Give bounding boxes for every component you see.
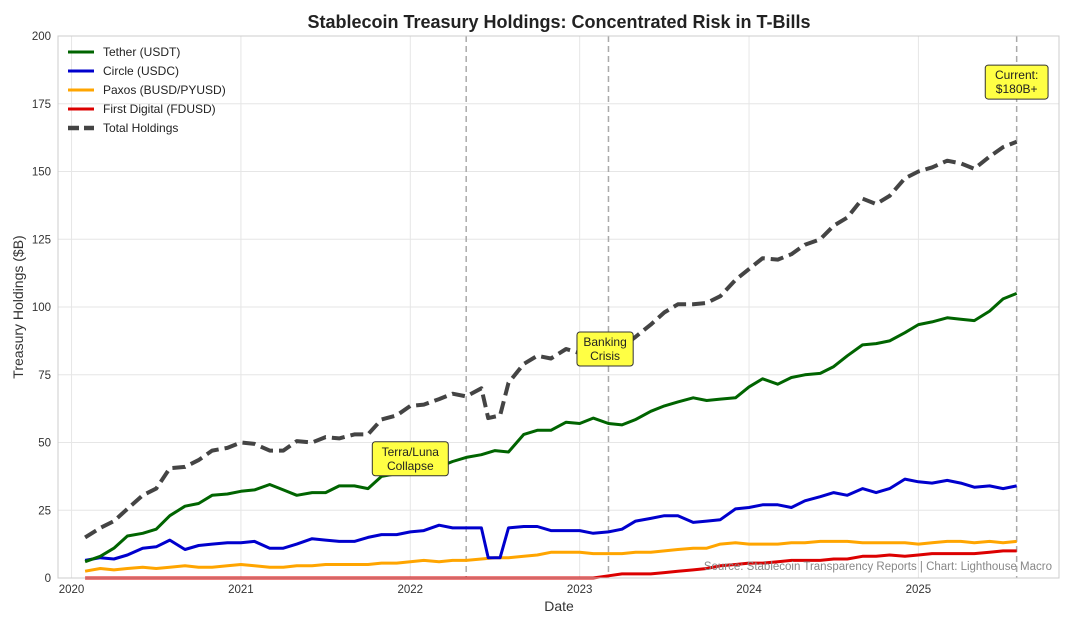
x-tick-label: 2024 bbox=[736, 584, 762, 596]
event-lines bbox=[465, 36, 1018, 578]
annotation-box bbox=[371, 441, 449, 477]
legend-label: Total Holdings bbox=[103, 121, 178, 135]
annotation-box bbox=[984, 64, 1049, 100]
y-tick-label: 125 bbox=[32, 234, 51, 246]
x-axis-label: Date bbox=[544, 598, 574, 614]
annotation-text: Crisis bbox=[590, 349, 620, 363]
legend-item-fdusd: First Digital (FDUSD) bbox=[68, 102, 216, 116]
series-line-tether bbox=[84, 292, 1018, 564]
x-tick-label: 2025 bbox=[906, 584, 932, 596]
plot-frame bbox=[57, 35, 1060, 579]
y-tick-label: 0 bbox=[45, 573, 51, 585]
legend-label: First Digital (FDUSD) bbox=[103, 102, 216, 116]
legend-label: Tether (USDT) bbox=[103, 45, 180, 59]
y-tick-label: 25 bbox=[38, 505, 51, 517]
annotation-text: $180B+ bbox=[996, 82, 1038, 96]
x-tick-label: 2020 bbox=[59, 584, 85, 596]
annotation-text: Collapse bbox=[387, 459, 434, 473]
source-note: Source: Stablecoin Transparency Reports … bbox=[704, 561, 1052, 573]
series-line-paxos bbox=[84, 539, 1017, 573]
legend-label: Circle (USDC) bbox=[103, 64, 179, 78]
legend-item-circle: Circle (USDC) bbox=[68, 64, 179, 78]
grid bbox=[58, 35, 1059, 579]
series-line-fdusd bbox=[85, 549, 1017, 580]
legend-item-paxos: Paxos (BUSD/PYUSD) bbox=[68, 83, 226, 97]
axes: 0 25 50 75 100 125 150 175 200 2020 2021 2022 2023 20… bbox=[32, 31, 931, 596]
y-tick-label: 200 bbox=[32, 31, 51, 43]
series-line-circle bbox=[84, 477, 1017, 562]
y-axis-label: Treasury Holdings ($B) bbox=[10, 235, 26, 378]
y-tick-label: 100 bbox=[32, 302, 51, 314]
series-lines bbox=[84, 139, 1018, 580]
y-tick-label: 150 bbox=[32, 167, 51, 179]
y-tick-label: 75 bbox=[38, 370, 51, 382]
x-tick-label: 2022 bbox=[398, 584, 424, 596]
annotation-box bbox=[576, 331, 634, 367]
annotation-text: Terra/Luna bbox=[382, 445, 440, 459]
annotation-current: Current:$180B+ bbox=[984, 64, 1049, 100]
legend-item-total: Total Holdings bbox=[68, 121, 178, 135]
legend: Tether (USDT) Circle (USDC) Paxos (BUSD/PY… bbox=[68, 45, 226, 135]
x-tick-label: 2023 bbox=[567, 584, 593, 596]
series-line-total bbox=[84, 139, 1018, 540]
legend-item-tether: Tether (USDT) bbox=[68, 45, 180, 59]
chart-title: Stablecoin Treasury Holdings: Concentrat… bbox=[307, 12, 810, 32]
legend-label: Paxos (BUSD/PYUSD) bbox=[103, 83, 226, 97]
y-tick-label: 175 bbox=[32, 99, 51, 111]
annotation-text: Current: bbox=[995, 68, 1038, 82]
x-tick-label: 2021 bbox=[228, 584, 254, 596]
annotation-text: Banking bbox=[583, 335, 626, 349]
y-tick-label: 50 bbox=[38, 438, 51, 450]
